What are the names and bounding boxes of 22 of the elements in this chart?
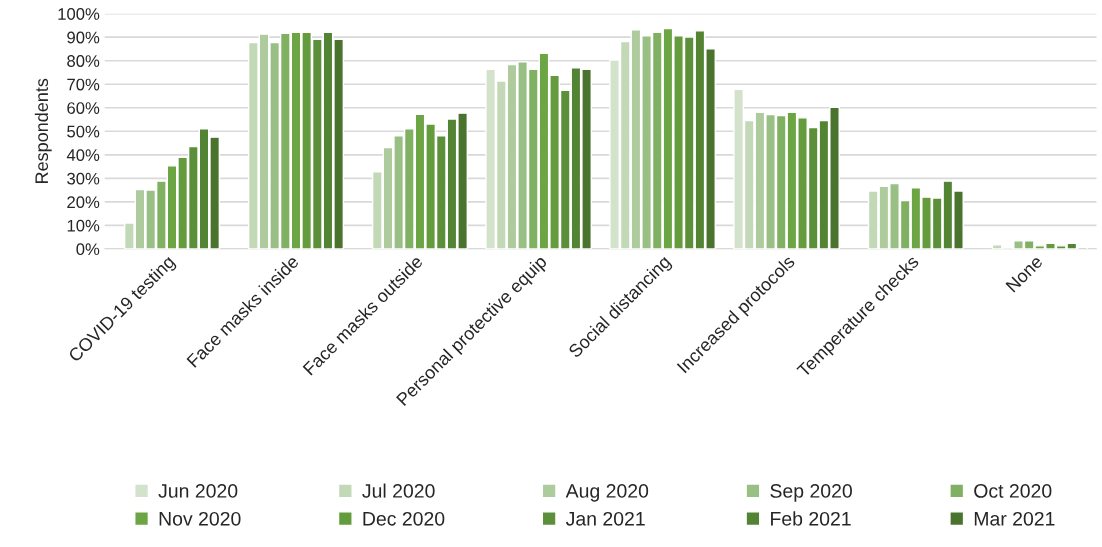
y-tick-label: 0%	[76, 243, 100, 256]
legend-label: Feb 2021	[771, 511, 851, 526]
y-tick-label: 30%	[67, 172, 100, 185]
legend-label: Jul 2020	[362, 483, 435, 498]
legend-label: Oct 2020	[974, 484, 1052, 498]
y-tick-label: 20%	[67, 196, 100, 209]
y-tick-label: 80%	[67, 55, 100, 67]
y-tick-label: 40%	[66, 149, 100, 161]
y-axis-title: Respondents	[34, 78, 52, 183]
legend-label: Sep 2020	[770, 484, 852, 502]
legend-label: Dec 2020	[363, 511, 445, 526]
legend-label: Aug 2020	[565, 484, 649, 502]
y-tick-label: 50%	[67, 125, 100, 138]
y-tick-label: 60%	[67, 102, 100, 114]
y-tick-label: 100%	[58, 8, 100, 20]
legend-label: Jan 2021	[565, 511, 645, 526]
y-tick-label: 90%	[67, 31, 100, 44]
legend-label: Nov 2020	[159, 511, 241, 526]
y-tick-label: 10%	[67, 219, 100, 232]
legend-label: Mar 2021	[974, 511, 1055, 526]
legend-label: Jun 2020	[158, 484, 238, 498]
y-tick-label: 70%	[67, 78, 100, 91]
